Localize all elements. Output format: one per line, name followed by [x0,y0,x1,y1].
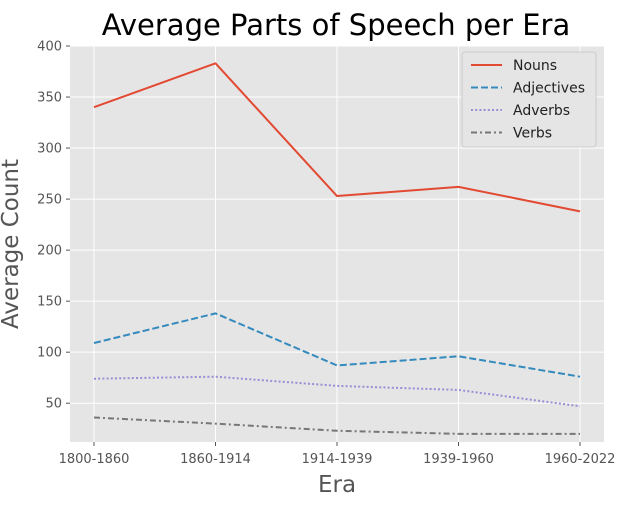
legend: Nouns Adjectives Adverbs Verbs [461,51,597,148]
y-axis-label: Average Count [0,159,24,329]
y-tick-label: 250 [37,193,62,208]
y-tick-label: 50 [45,397,62,412]
x-tick-label: 1914-1939 [302,452,373,467]
x-tick-label: 1860-1914 [180,452,251,467]
x-tick-label: 1939-1960 [423,452,494,467]
x-axis: 1800-1860 1860-1914 1914-1939 1939-1960 1960… [59,442,616,467]
y-tick-label: 300 [37,142,62,157]
y-tick-label: 100 [37,346,62,361]
series-lines [93,62,581,435]
chart-title: Average Parts of Speech per Era [102,8,571,42]
legend-label: Verbs [513,126,552,142]
y-tick-label: 200 [37,244,62,259]
legend-box [461,51,597,148]
legend-label: Nouns [513,58,557,74]
series-line-adverbs [93,375,581,408]
legend-label: Adverbs [513,103,570,119]
x-tick-label: 1800-1860 [59,452,130,467]
y-axis: 50 100 150 200 250 300 350 400 [37,40,70,412]
y-tick-label: 350 [37,91,62,106]
legend-label: Adjectives [513,81,585,97]
series-line-adjectives [93,312,581,378]
y-tick-label: 400 [37,40,62,55]
series-line-verbs [93,416,580,435]
x-axis-label: Era [318,472,356,498]
y-tick-label: 150 [37,295,62,310]
x-tick-label: 1960-2022 [545,452,616,467]
series-line-nouns [93,62,581,213]
